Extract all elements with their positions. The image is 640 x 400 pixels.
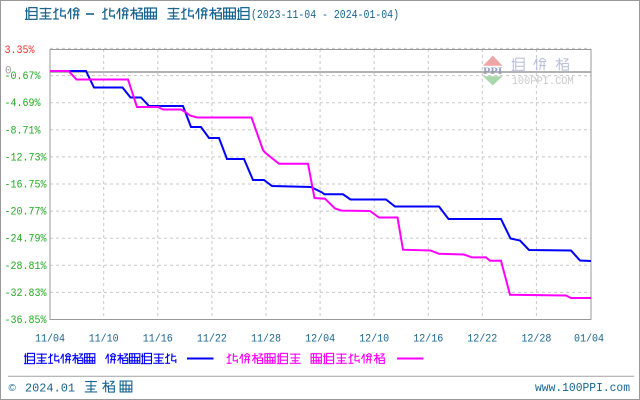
svg-text:-20.77%: -20.77% (5, 207, 47, 219)
svg-text:-24.79%: -24.79% (5, 234, 47, 246)
svg-text:01/04: 01/04 (574, 334, 604, 346)
svg-text:11/04: 11/04 (35, 334, 65, 346)
svg-text:12/10: 12/10 (359, 334, 389, 346)
svg-text:-4.69%: -4.69% (5, 98, 41, 110)
svg-text:100PPI.COM: 100PPI.COM (512, 76, 574, 88)
svg-text:11/16: 11/16 (143, 334, 173, 346)
svg-text:3.35%: 3.35% (5, 45, 35, 57)
svg-text:-8.71%: -8.71% (5, 125, 41, 137)
svg-text:-12.73%: -12.73% (5, 152, 47, 164)
svg-text:-36.85%: -36.85% (5, 315, 47, 327)
svg-text:12/28: 12/28 (521, 334, 551, 346)
svg-text:12/22: 12/22 (467, 334, 497, 346)
svg-text:11/10: 11/10 (89, 334, 119, 346)
svg-text:-32.83%: -32.83% (5, 288, 47, 300)
svg-text:12/16: 12/16 (413, 334, 443, 346)
svg-text:0: 0 (5, 66, 12, 78)
svg-text:12/04: 12/04 (305, 334, 335, 346)
svg-text:©: © (9, 383, 17, 394)
svg-text:(2023-11-04 - 2024-01-04): (2023-11-04 - 2024-01-04) (251, 8, 399, 22)
svg-text:11/28: 11/28 (251, 334, 281, 346)
svg-text:11/22: 11/22 (197, 334, 227, 346)
svg-text:2024.01: 2024.01 (25, 382, 75, 396)
svg-text:-16.75%: -16.75% (5, 180, 47, 192)
svg-text:www.100PPI.com: www.100PPI.com (535, 381, 630, 395)
svg-text:-28.81%: -28.81% (5, 261, 47, 273)
svg-text:-0.67%: -0.67% (5, 71, 41, 83)
